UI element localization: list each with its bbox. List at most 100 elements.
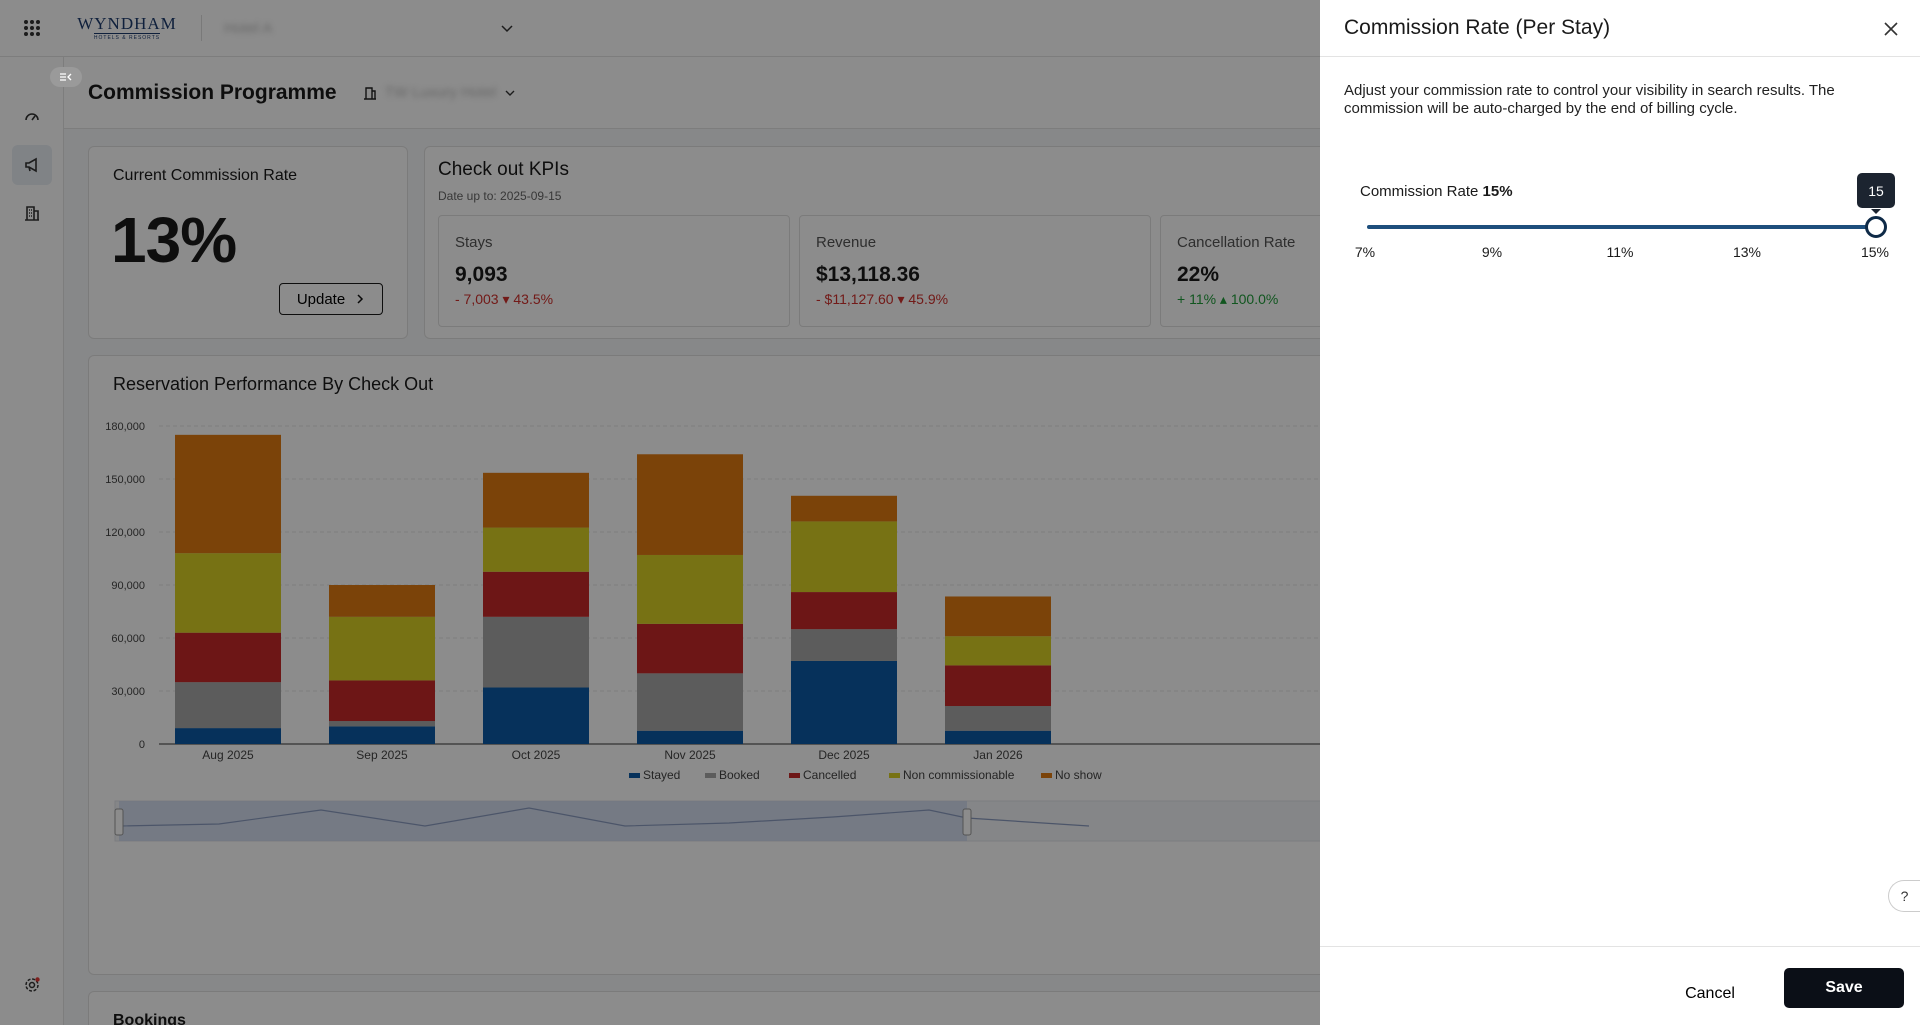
bar-segment — [329, 726, 435, 744]
kpi-title: Check out KPIs — [438, 159, 569, 180]
help-icon: ? — [1900, 888, 1909, 904]
bar-segment — [175, 434, 281, 554]
y-tick-label: 30,000 — [111, 686, 145, 698]
slider-tick: 7% — [1354, 244, 1376, 260]
y-tick-label: 180,000 — [105, 421, 145, 433]
kpi-subtitle: Date up to: 2025-09-15 — [438, 189, 562, 203]
bar-segment — [175, 728, 281, 744]
bar-segment — [945, 596, 1051, 637]
bar-segment — [329, 585, 435, 617]
brand-logo[interactable]: WYNDHAM HOTELS & RESORTS — [77, 14, 177, 42]
bookings-title: Bookings — [113, 1012, 186, 1025]
commission-rate-slider-track[interactable] — [1367, 225, 1876, 229]
kpi-name: Cancellation Rate — [1177, 234, 1296, 251]
bar-segment — [637, 554, 743, 624]
y-tick-label: 60,000 — [111, 633, 145, 645]
legend-swatch — [1041, 773, 1052, 778]
kpi-cancellation-rate: Cancellation Rate 22% + 11% ▴ 100.0% — [1160, 215, 1512, 327]
logo-tagline: HOTELS & RESORTS — [93, 33, 161, 41]
kpi-delta: - 7,003 ▾ 43.5% — [455, 291, 554, 307]
slider-tick: 11% — [1606, 244, 1634, 260]
bar-segment — [483, 527, 589, 572]
bar-segment — [637, 730, 743, 744]
bar-segment — [945, 730, 1051, 744]
page-title: Commission Programme — [88, 80, 337, 104]
building-icon — [363, 86, 376, 100]
bar-segment — [483, 571, 589, 617]
x-tick-label: Oct 2025 — [512, 748, 561, 762]
save-button[interactable]: Save — [1784, 968, 1904, 1008]
current-rate-card: Current Commission Rate 13% Update — [88, 146, 408, 339]
slider-label: Commission Rate 15% — [1360, 183, 1513, 200]
app-launcher-button[interactable] — [0, 0, 63, 57]
kpi-name: Revenue — [816, 234, 877, 251]
bar-segment — [175, 632, 281, 683]
help-button[interactable]: ? — [1888, 880, 1920, 912]
property-selector[interactable]: Hotel A — [224, 20, 514, 37]
commission-rate-drawer: Commission Rate (Per Stay) Adjust your c… — [1320, 0, 1920, 1025]
chevron-right-icon — [357, 294, 364, 304]
divider — [201, 15, 202, 41]
bar-segment — [483, 472, 589, 528]
sidebar-item-dashboard[interactable] — [12, 96, 52, 136]
sidebar-item-settings[interactable] — [12, 965, 52, 1005]
chevron-down-icon — [505, 90, 515, 96]
slider-label-value: 15% — [1482, 183, 1513, 200]
range-handle-right — [962, 808, 972, 836]
chart-title: Reservation Performance By Check Out — [113, 374, 434, 394]
drawer-footer: Cancel Save — [1320, 946, 1920, 1025]
megaphone-icon — [25, 157, 37, 173]
x-tick-label: Dec 2025 — [818, 748, 870, 762]
x-tick-label: Sep 2025 — [356, 748, 408, 762]
kpi-value: $13,118.36 — [816, 263, 920, 286]
grid-icon — [23, 20, 40, 36]
range-selection — [119, 801, 967, 841]
slider-label-prefix: Commission Rate — [1360, 183, 1483, 200]
drawer-description: Adjust your commission rate to control y… — [1344, 82, 1835, 117]
cancel-button[interactable]: Cancel — [1660, 975, 1760, 1013]
bar-segment — [791, 660, 897, 744]
property-selector-value: Hotel A — [224, 19, 273, 37]
slider-tooltip: 15 — [1857, 173, 1895, 214]
y-tick-label: 150,000 — [105, 474, 145, 486]
sidebar-item-properties[interactable] — [12, 193, 52, 233]
bar-segment — [945, 636, 1051, 666]
gauge-icon — [25, 113, 39, 121]
legend-label: No show — [1055, 768, 1102, 782]
update-button-label: Update — [296, 290, 346, 308]
legend-swatch — [705, 773, 716, 778]
close-button[interactable] — [1880, 18, 1902, 40]
bar-segment — [329, 721, 435, 727]
logo-wordmark: WYNDHAM — [77, 14, 177, 33]
bar-segment — [175, 682, 281, 729]
x-tick-label: Aug 2025 — [202, 748, 254, 762]
bar-segment — [945, 665, 1051, 707]
chevron-down-icon — [501, 25, 513, 33]
drawer-title: Commission Rate (Per Stay) — [1344, 16, 1611, 39]
kpi-revenue: Revenue $13,118.36 - $11,127.60 ▾ 45.9% — [799, 215, 1151, 327]
legend-swatch — [789, 773, 800, 778]
legend-swatch — [629, 773, 640, 778]
bar-segment — [483, 616, 589, 688]
sidebar-item-commission[interactable] — [12, 145, 52, 185]
legend-label: Booked — [719, 768, 760, 782]
drawer-header: Commission Rate (Per Stay) — [1320, 0, 1920, 57]
bar-segment — [637, 673, 743, 731]
collapse-sidebar-button[interactable] — [50, 67, 82, 87]
bar-segment — [329, 680, 435, 722]
slider-handle[interactable] — [1865, 216, 1887, 238]
range-preview-line — [118, 807, 1090, 827]
kpi-value: 9,093 — [455, 263, 508, 286]
collapse-icon — [60, 73, 72, 81]
bar-segment — [945, 706, 1051, 731]
update-button[interactable]: Update — [279, 283, 383, 315]
kpi-delta: - $11,127.60 ▾ 45.9% — [816, 291, 949, 307]
property-chip[interactable]: TW Luxury Hotel — [363, 84, 517, 101]
building-icon — [25, 206, 39, 221]
slider-tick: 13% — [1732, 244, 1762, 260]
range-handle-left — [114, 808, 124, 836]
slider-tick: 15% — [1860, 244, 1890, 260]
kpi-name: Stays — [455, 234, 493, 251]
bar-segment — [791, 629, 897, 661]
bar-segment — [791, 495, 897, 522]
